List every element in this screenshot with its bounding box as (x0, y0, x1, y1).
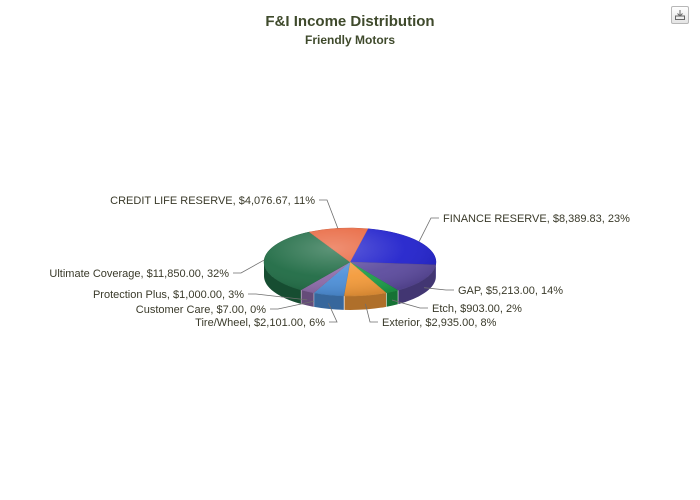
slice-label: CREDIT LIFE RESERVE, $4,076.67, 11% (110, 195, 315, 207)
slice-label: Customer Care, $7.00, 0% (136, 304, 266, 316)
chart-title: F&I Income Distribution (265, 13, 435, 30)
leader-line (233, 259, 265, 274)
pie-slice-side-6[interactable] (301, 290, 314, 307)
pie-slice-side-2[interactable] (386, 290, 398, 307)
slice-label: Exterior, $2,935.00, 8% (382, 317, 497, 329)
leader-line (319, 199, 339, 229)
slice-label: GAP, $5,213.00, 14% (458, 285, 563, 297)
leader-line (270, 300, 314, 310)
slice-label: Ultimate Coverage, $11,850.00, 32% (49, 268, 229, 280)
leader-line (328, 303, 338, 323)
leader-line (424, 287, 454, 291)
chart-subtitle: Friendly Motors (304, 33, 395, 47)
slice-label: FINANCE RESERVE, $8,389.83, 23% (443, 213, 630, 225)
pie-slice-side-3[interactable] (344, 292, 387, 311)
leader-line (391, 299, 428, 309)
pie-slice-side-7[interactable] (264, 262, 301, 304)
export-button[interactable] (671, 6, 689, 24)
slice-label: Etch, $903.00, 2% (432, 303, 522, 315)
slice-label: Tire/Wheel, $2,101.00, 6% (195, 317, 325, 329)
pie-slice-side-4[interactable] (314, 292, 344, 310)
slice-label: Protection Plus, $1,000.00, 3% (93, 289, 244, 301)
pie-slice-side-1[interactable] (398, 264, 436, 305)
leader-line (365, 303, 378, 323)
download-icon (675, 10, 685, 20)
pie-gloss (264, 228, 436, 296)
leader-line (248, 293, 308, 301)
leader-line (418, 217, 439, 242)
